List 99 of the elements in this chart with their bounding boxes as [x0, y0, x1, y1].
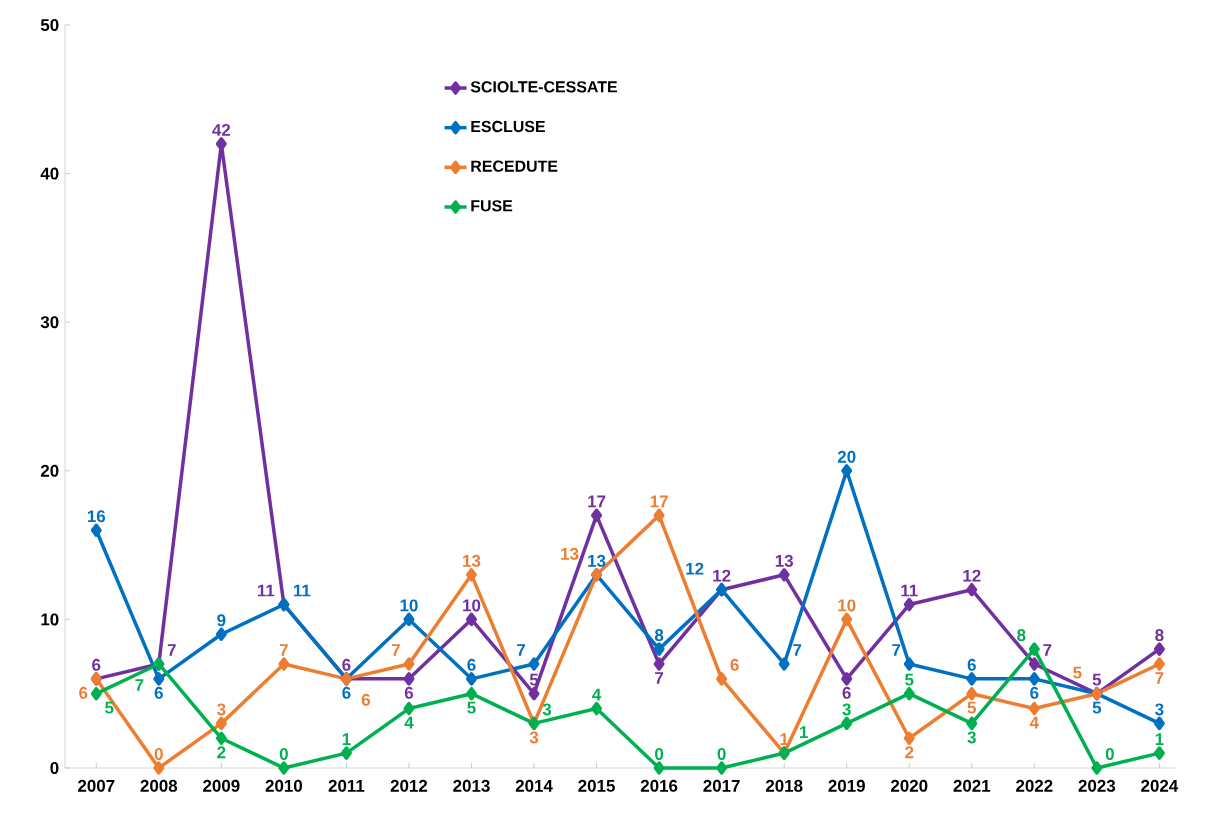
data-label: 1 [780, 733, 789, 745]
data-label: 42 [212, 123, 231, 136]
y-tick-label: 0 [50, 762, 59, 774]
x-tick-label: 2014 [515, 779, 553, 792]
x-tick-label: 2009 [203, 779, 240, 792]
x-tick-label: 2008 [140, 779, 178, 792]
x-tick-label: 2019 [828, 779, 865, 792]
x-tick-label: 2024 [1141, 779, 1179, 792]
data-label: 3 [529, 731, 539, 744]
data-label: 7 [279, 644, 288, 656]
data-label: 6 [342, 686, 351, 699]
data-label: 6 [154, 686, 163, 699]
data-label: 1 [342, 733, 351, 745]
data-label: 5 [1092, 673, 1102, 686]
x-tick-label: 2011 [328, 779, 365, 792]
x-tick-label: 2015 [578, 779, 615, 792]
legend-label: SCIOLTE-CESSATE [470, 81, 617, 93]
x-tick-label: 2010 [265, 779, 303, 792]
data-label: 13 [561, 547, 579, 560]
data-label: 7 [793, 644, 802, 656]
x-tick-label: 2023 [1078, 779, 1116, 792]
data-label: 3 [217, 703, 226, 716]
data-label: 0 [655, 748, 664, 760]
data-label: 5 [467, 701, 476, 714]
data-label: 7 [517, 644, 525, 656]
data-label: 3 [542, 703, 552, 716]
data-label: 13 [775, 554, 793, 567]
y-tick-label: 10 [41, 613, 59, 626]
data-label: 1 [800, 726, 808, 738]
data-label: 17 [650, 495, 668, 508]
data-label: 20 [837, 450, 856, 463]
data-label: 7 [135, 679, 144, 691]
data-label: 6 [79, 686, 88, 699]
data-label: 10 [463, 599, 481, 612]
data-label: 6 [467, 658, 476, 671]
x-tick-label: 2020 [891, 779, 928, 792]
data-label: 7 [391, 644, 400, 656]
x-tick-label: 2016 [640, 779, 678, 792]
legend-label: RECEDUTE [471, 160, 558, 172]
data-label: 12 [963, 569, 981, 582]
data-label: 9 [217, 614, 226, 627]
x-tick-label: 2021 [953, 779, 991, 792]
data-label: 11 [293, 584, 311, 597]
data-label: 3 [967, 731, 976, 744]
data-label: 13 [588, 554, 606, 567]
data-label: 5 [1092, 701, 1102, 714]
data-label: 6 [967, 658, 976, 671]
data-label: 6 [404, 686, 414, 699]
data-label: 3 [1155, 703, 1164, 716]
y-tick-label: 50 [40, 19, 59, 31]
data-label: 16 [87, 510, 106, 523]
data-label: 0 [1105, 748, 1114, 760]
data-label: 8 [654, 629, 664, 642]
y-tick-label: 20 [40, 464, 59, 477]
data-label: 2 [905, 746, 914, 759]
data-label: 0 [279, 748, 288, 760]
data-label: 5 [1073, 666, 1082, 679]
data-label: 4 [1029, 716, 1039, 729]
data-label: 5 [105, 701, 114, 714]
data-label: 0 [154, 748, 163, 760]
data-label: 7 [1043, 644, 1052, 656]
data-label: 7 [1155, 672, 1164, 684]
x-tick-label: 2013 [453, 779, 490, 792]
data-label: 10 [400, 599, 418, 612]
data-label: 10 [838, 599, 856, 612]
data-label: 8 [1155, 629, 1164, 642]
data-label: 11 [901, 584, 918, 597]
data-label: 11 [257, 584, 275, 597]
data-label: 1 [1155, 733, 1164, 745]
data-label: 0 [717, 748, 726, 760]
data-label: 6 [342, 658, 351, 671]
data-label: 13 [463, 554, 481, 567]
data-label: 7 [892, 644, 901, 656]
data-label: 7 [167, 644, 176, 656]
data-label: 8 [1017, 629, 1026, 642]
data-label: 5 [967, 701, 977, 714]
data-label: 7 [655, 672, 664, 684]
data-label: 4 [592, 688, 602, 701]
x-tick-label: 2007 [78, 779, 115, 792]
x-tick-label: 2012 [390, 779, 428, 792]
data-label: 17 [588, 495, 606, 508]
y-tick-label: 40 [40, 167, 59, 180]
data-label: 3 [842, 703, 851, 716]
data-label: 6 [361, 693, 371, 706]
data-label: 5 [905, 673, 914, 686]
data-label: 12 [713, 569, 731, 582]
data-label: 6 [842, 686, 851, 699]
x-tick-label: 2018 [765, 779, 803, 792]
data-label: 6 [92, 658, 101, 671]
data-label: 6 [1030, 686, 1039, 699]
legend-label: FUSE [471, 200, 513, 212]
y-tick-label: 30 [40, 316, 59, 329]
data-label: 2 [217, 746, 226, 759]
x-tick-label: 2022 [1016, 779, 1053, 792]
data-label: 4 [404, 716, 414, 729]
data-label: 12 [686, 562, 704, 575]
x-tick-label: 2017 [703, 779, 740, 792]
data-label: 6 [730, 658, 739, 671]
legend-label: ESCLUSE [471, 120, 545, 133]
